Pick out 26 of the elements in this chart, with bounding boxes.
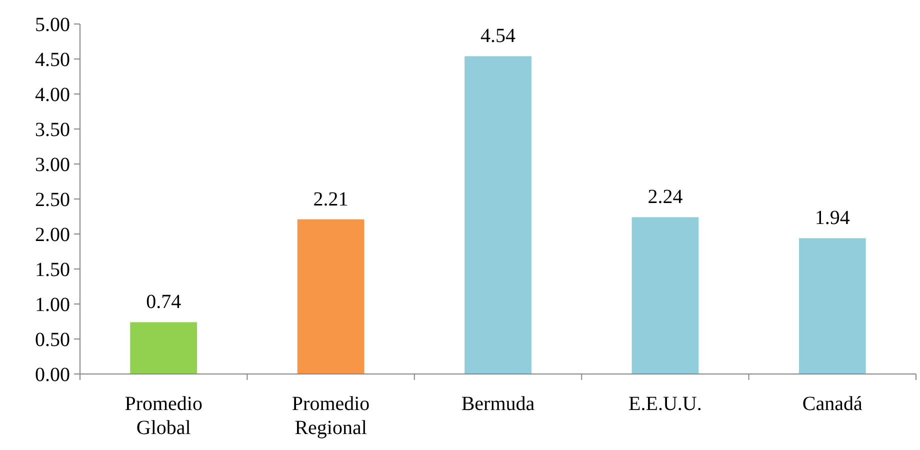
- data-label: 2.21: [313, 188, 348, 210]
- bar: [130, 322, 198, 374]
- data-label: 2.24: [648, 186, 683, 208]
- y-tick-label: 4.50: [35, 49, 70, 71]
- y-tick-label: 0.50: [35, 329, 70, 351]
- bar: [798, 238, 866, 374]
- y-tick-label: 3.50: [35, 119, 70, 141]
- y-tick-label: 3.00: [35, 154, 70, 176]
- bar: [464, 56, 532, 374]
- y-tick-label: 2.00: [35, 224, 70, 246]
- x-tick-label: Bermuda: [461, 393, 535, 415]
- y-tick-label: 5.00: [35, 14, 70, 36]
- x-tick-label: Canadá: [802, 393, 862, 415]
- y-tick-label: 1.50: [35, 259, 70, 281]
- bar: [297, 219, 364, 374]
- y-tick-label: 1.00: [35, 294, 70, 316]
- y-tick-label: 4.00: [35, 84, 70, 106]
- data-label: 1.94: [814, 207, 850, 230]
- x-tick-label: E.E.U.U.: [628, 393, 702, 415]
- x-tick-label: Promedio Global: [124, 393, 202, 439]
- y-tick-label: 2.50: [35, 189, 70, 211]
- bar: [632, 217, 699, 374]
- data-label: 0.74: [146, 291, 182, 314]
- y-tick-label: 0.00: [35, 364, 70, 386]
- x-tick-label: Promedio Regional: [292, 393, 370, 439]
- data-label: 4.54: [480, 25, 516, 48]
